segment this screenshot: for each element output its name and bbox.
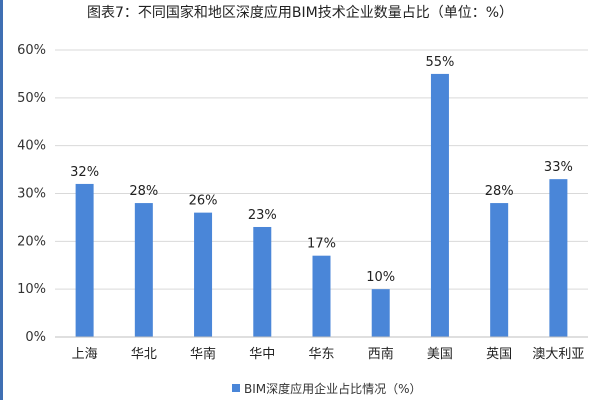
x-axis-categories: 上海 华北 华南 华中 华东 西南 美国 英国 澳大利亚 bbox=[72, 346, 585, 362]
bar bbox=[75, 183, 94, 337]
data-label: 23% bbox=[248, 208, 277, 223]
category-label: 英国 bbox=[486, 347, 512, 362]
data-label: 33% bbox=[544, 160, 573, 175]
data-label: 17% bbox=[307, 237, 336, 252]
y-tick-label: 0% bbox=[25, 330, 46, 345]
category-label: 上海 bbox=[72, 347, 98, 362]
category-label: 华南 bbox=[190, 346, 216, 362]
y-tick-label: 10% bbox=[17, 282, 46, 297]
category-label: 华北 bbox=[131, 347, 157, 362]
data-label: 32% bbox=[70, 165, 99, 180]
legend-swatch bbox=[232, 384, 240, 392]
legend-label: BIM深度应用企业占比情况（%） bbox=[244, 381, 422, 396]
bar bbox=[490, 203, 509, 337]
category-label: 西南 bbox=[368, 346, 394, 362]
category-label: 华中 bbox=[249, 347, 275, 362]
y-tick-label: 60% bbox=[17, 43, 46, 58]
bar bbox=[371, 289, 390, 337]
bar bbox=[549, 179, 568, 337]
y-tick-label: 50% bbox=[17, 91, 46, 106]
category-label: 华东 bbox=[308, 347, 334, 362]
y-tick-label: 40% bbox=[17, 139, 46, 154]
data-label: 55% bbox=[425, 55, 454, 70]
legend: BIM深度应用企业占比情况（%） bbox=[232, 381, 422, 396]
y-axis-ticks: 0% 10% 20% 30% 40% 50% 60% bbox=[17, 43, 46, 345]
chart-title: 图表7：不同国家和地区深度应用BIM技术企业数量占比（单位：%） bbox=[86, 5, 514, 21]
left-edge-accent bbox=[0, 0, 3, 400]
bar bbox=[312, 255, 331, 337]
bar bbox=[194, 212, 213, 337]
data-label: 28% bbox=[129, 184, 158, 199]
y-tick-label: 20% bbox=[17, 234, 46, 249]
data-labels: 32% 28% 26% 23% 17% 10% 55% 28% 33% bbox=[70, 55, 573, 285]
data-label: 10% bbox=[366, 270, 395, 285]
bars bbox=[75, 73, 568, 338]
data-label: 26% bbox=[189, 194, 218, 209]
bar bbox=[430, 73, 449, 338]
bar bbox=[134, 203, 153, 337]
y-tick-label: 30% bbox=[17, 187, 46, 202]
bar bbox=[253, 226, 272, 337]
data-label: 28% bbox=[485, 184, 514, 199]
category-label: 澳大利亚 bbox=[532, 346, 584, 362]
category-label: 美国 bbox=[427, 347, 453, 362]
